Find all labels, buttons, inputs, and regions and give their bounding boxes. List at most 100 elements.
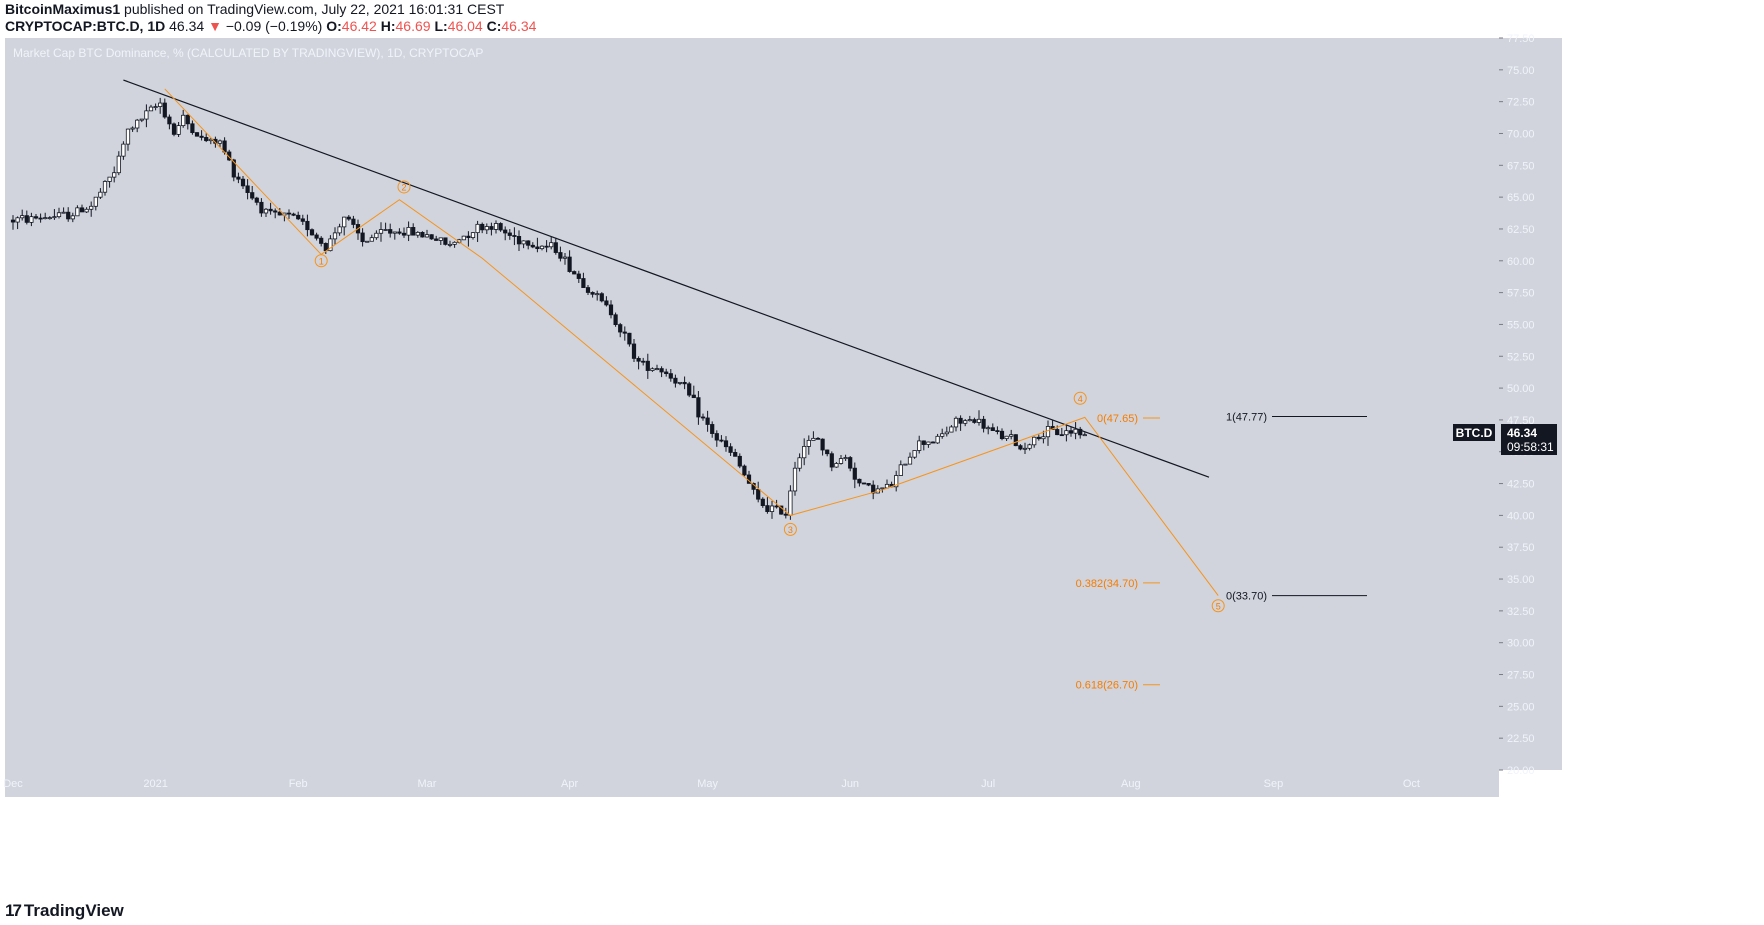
candle-body bbox=[121, 143, 126, 157]
candle-body bbox=[898, 464, 903, 476]
candle-body bbox=[756, 488, 761, 500]
candle-body bbox=[921, 440, 926, 445]
candle-body bbox=[917, 440, 922, 451]
candle-body bbox=[475, 223, 480, 234]
candle-body bbox=[834, 463, 839, 468]
candles-layer bbox=[10, 97, 1087, 520]
candle-body bbox=[829, 453, 834, 468]
candle-body bbox=[627, 332, 632, 345]
candle-body bbox=[93, 196, 98, 207]
candle-body bbox=[843, 457, 848, 460]
tradingview-logo[interactable]: 17 TradingView bbox=[5, 900, 124, 922]
tv-logo-icon: 17 bbox=[5, 901, 22, 920]
candle-body bbox=[848, 457, 853, 469]
candle-body bbox=[797, 457, 802, 469]
down-arrow-icon: ▼ bbox=[208, 18, 222, 34]
y-tick-label: 77.50 bbox=[1507, 33, 1535, 45]
candle-body bbox=[631, 343, 637, 359]
author-name[interactable]: BitcoinMaximus1 bbox=[5, 1, 121, 17]
candle-body bbox=[861, 482, 867, 485]
y-tick-label: 47.50 bbox=[1507, 415, 1535, 427]
candle-body bbox=[1032, 436, 1037, 446]
plot-area[interactable] bbox=[5, 38, 1499, 770]
candle-body bbox=[769, 505, 775, 512]
fib-level-label: 0.382(34.70) bbox=[1076, 578, 1138, 590]
open-label: O: bbox=[326, 18, 342, 34]
time-axis[interactable] bbox=[5, 770, 1499, 797]
elliott-wave-path bbox=[164, 88, 1219, 596]
candle-body bbox=[572, 271, 577, 275]
x-tick-label: Apr bbox=[561, 778, 578, 790]
candle-body bbox=[1073, 428, 1078, 434]
candle-body bbox=[981, 418, 986, 429]
candle-body bbox=[967, 419, 972, 422]
candle-body bbox=[231, 159, 236, 178]
candle-body bbox=[995, 430, 1000, 433]
candle-body bbox=[171, 123, 177, 135]
publish-info: published on TradingView.com, July 22, 2… bbox=[124, 1, 505, 17]
candle-body bbox=[880, 487, 885, 490]
candle-body bbox=[535, 246, 540, 250]
x-tick-label: Jul bbox=[981, 778, 995, 790]
candle-body bbox=[783, 513, 788, 516]
candle-body bbox=[268, 208, 273, 212]
candle-body bbox=[673, 377, 678, 384]
y-tick-label: 62.50 bbox=[1507, 224, 1535, 236]
candle-body bbox=[342, 216, 347, 228]
symbol-tag-bg bbox=[1453, 424, 1495, 441]
y-tick-label: 35.00 bbox=[1507, 574, 1535, 586]
axis-corner bbox=[1499, 770, 1562, 797]
wave-label-2: 2 bbox=[401, 182, 406, 192]
candle-body bbox=[185, 114, 190, 125]
candle-body bbox=[608, 304, 614, 316]
wave-label-1: 1 bbox=[319, 256, 324, 266]
x-tick-label: Sep bbox=[1264, 778, 1284, 790]
candle-body bbox=[645, 360, 650, 371]
price-axis-labels: 77.50 75.00 72.50 70.00 67.50 65.00 62.50 60.00… bbox=[1499, 33, 1535, 777]
candle-body bbox=[604, 300, 609, 306]
candle-body bbox=[1055, 429, 1060, 436]
ohlc-line: CRYPTOCAP:BTC.D, 1D 46.34 ▼ −0.09 (−0.19… bbox=[5, 18, 536, 34]
y-tick-label: 72.50 bbox=[1507, 97, 1535, 109]
candle-body bbox=[544, 245, 549, 248]
price-axis[interactable] bbox=[1499, 38, 1562, 770]
candle-body bbox=[1064, 430, 1069, 436]
candle-body bbox=[125, 128, 131, 145]
candle-body bbox=[585, 287, 591, 293]
candle-body bbox=[1041, 436, 1046, 440]
low-value: 46.04 bbox=[447, 18, 483, 34]
candle-body bbox=[323, 243, 328, 252]
candle-body bbox=[181, 114, 186, 127]
candle-body bbox=[401, 232, 407, 236]
candle-body bbox=[420, 231, 425, 238]
high-value: 46.69 bbox=[395, 18, 431, 34]
candle-body bbox=[378, 229, 384, 234]
candle-body bbox=[788, 490, 793, 516]
descending-trendline bbox=[123, 79, 1210, 478]
candle-body bbox=[760, 498, 765, 506]
candle-body bbox=[549, 242, 554, 248]
candle-body bbox=[765, 505, 770, 512]
y-tick-label: 55.00 bbox=[1507, 319, 1535, 331]
candle-body bbox=[1013, 434, 1018, 447]
candle-body bbox=[728, 446, 733, 453]
candle-body bbox=[907, 456, 913, 465]
candle-body bbox=[167, 116, 172, 125]
candle-body bbox=[530, 244, 535, 248]
candle-body bbox=[130, 127, 135, 130]
candle-body bbox=[263, 208, 269, 214]
candle-body bbox=[1018, 445, 1023, 450]
candle-body bbox=[1004, 435, 1009, 440]
candle-body bbox=[24, 215, 29, 223]
candle-body bbox=[677, 381, 683, 384]
candle-body bbox=[176, 125, 181, 135]
wave-label-4: 4 bbox=[1078, 394, 1083, 404]
candle-body bbox=[56, 212, 62, 218]
candle-body bbox=[1045, 426, 1051, 438]
high-label: H: bbox=[380, 18, 396, 34]
candle-body bbox=[116, 155, 121, 174]
candle-body bbox=[43, 217, 48, 220]
x-tick-label: Aug bbox=[1121, 778, 1141, 790]
candle-body bbox=[526, 240, 531, 246]
